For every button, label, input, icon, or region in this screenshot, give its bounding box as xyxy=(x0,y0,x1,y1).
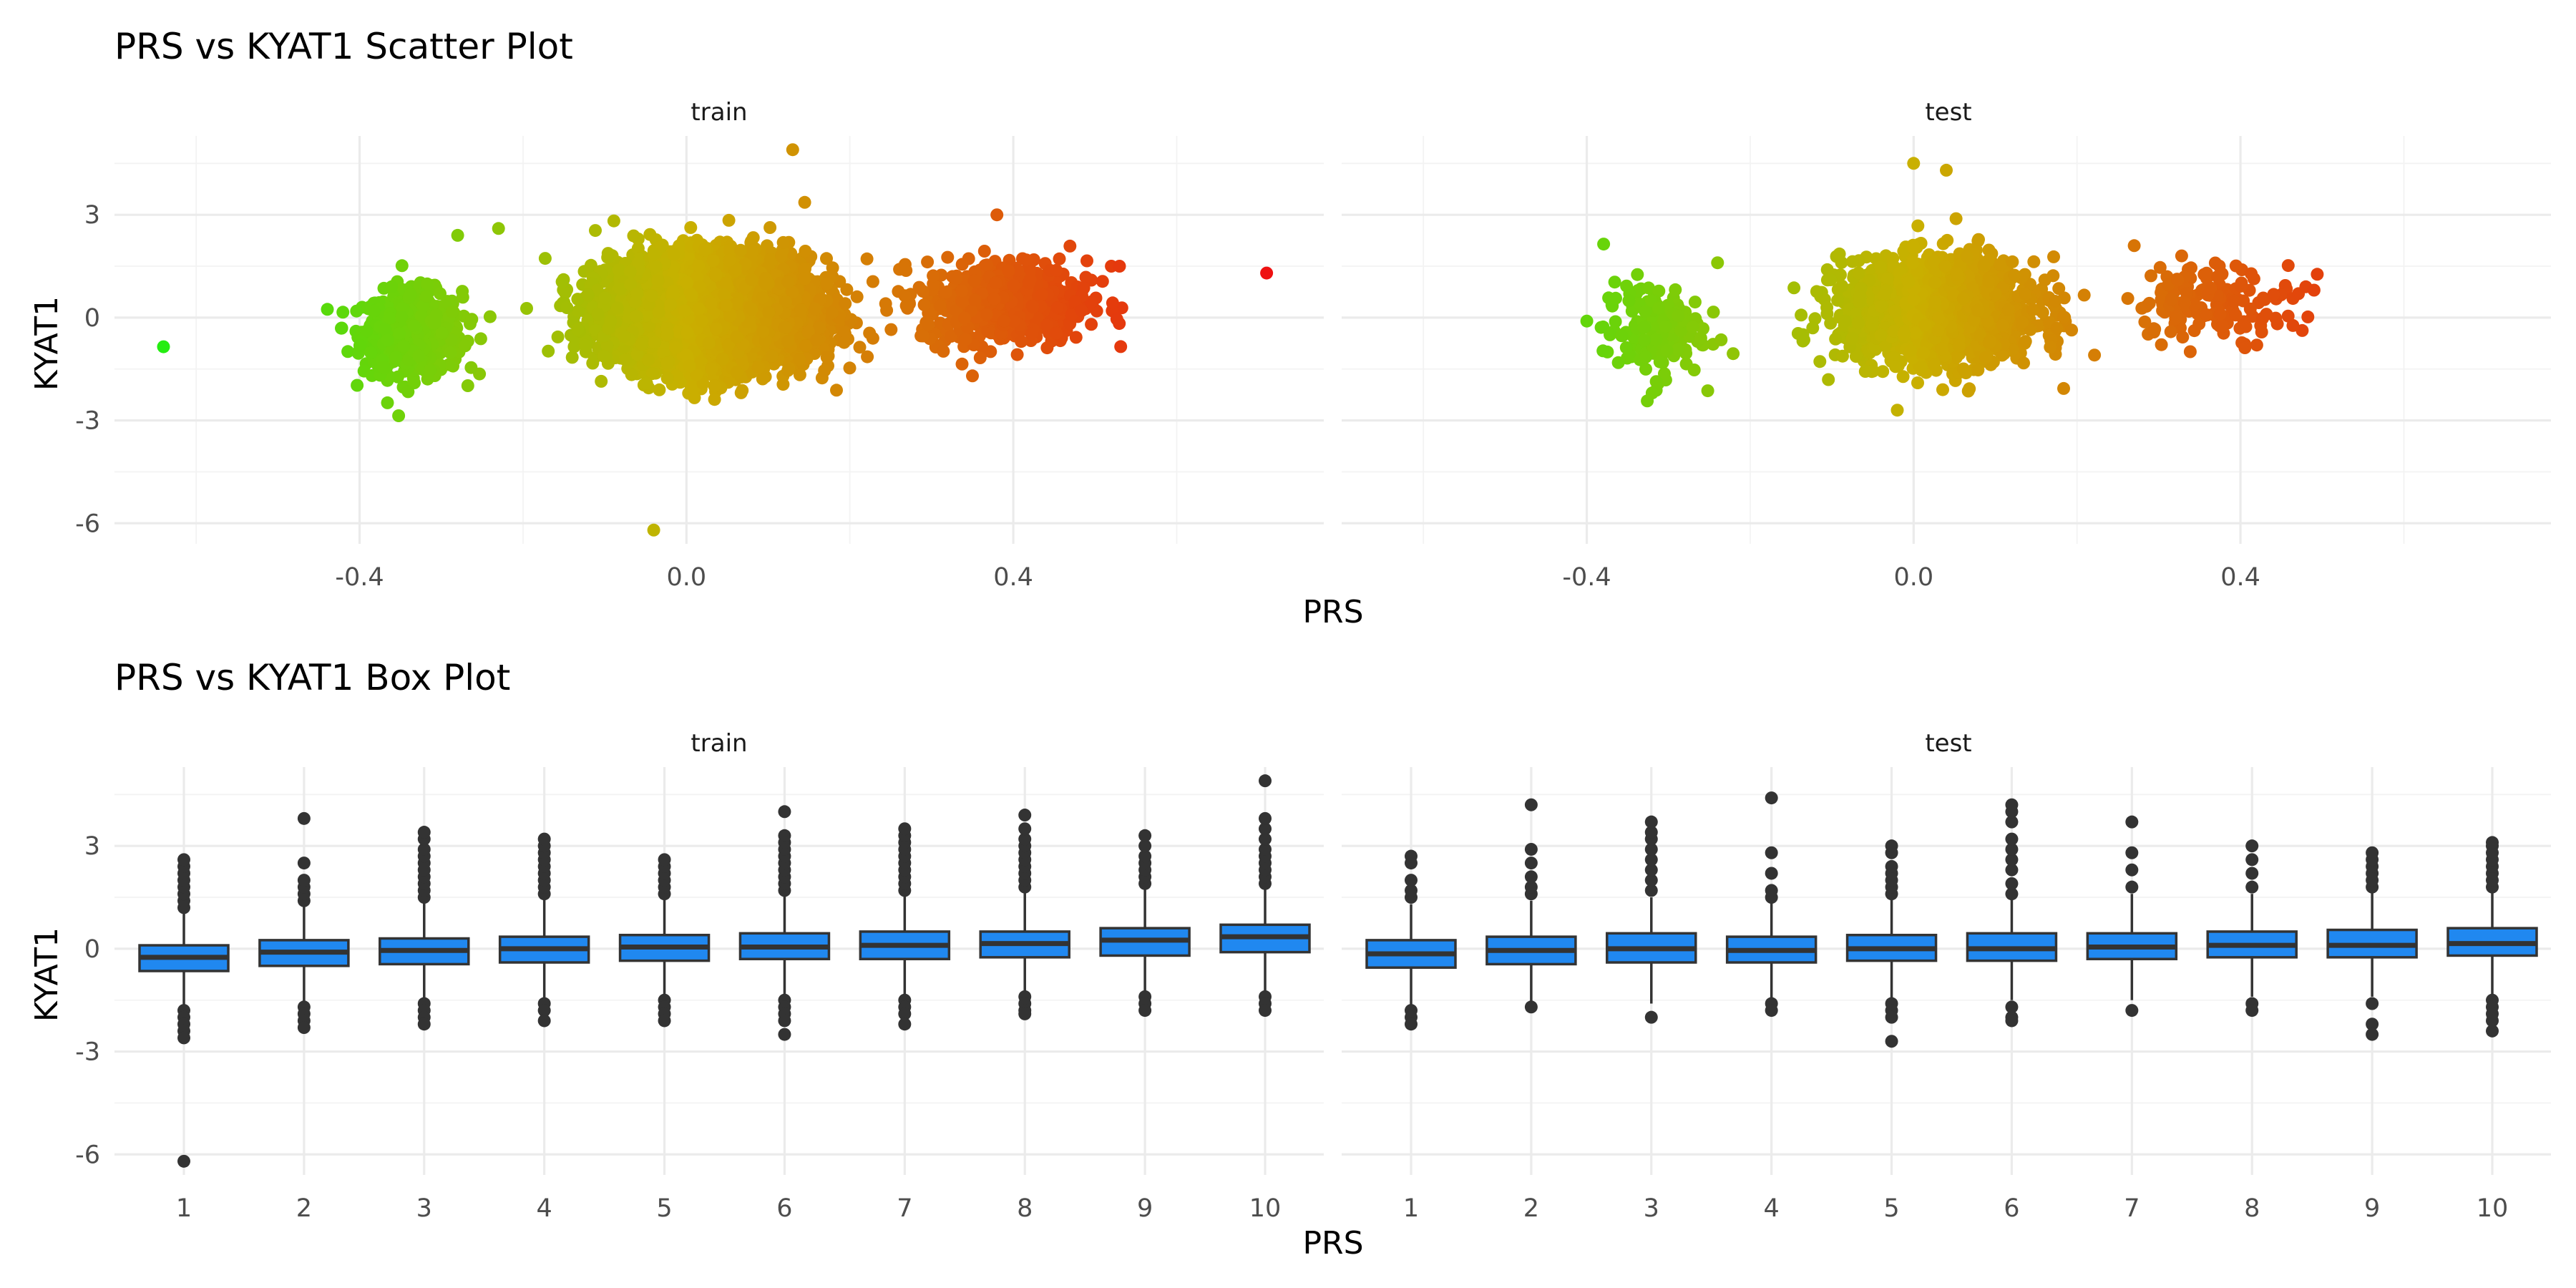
scatter-point xyxy=(429,308,443,322)
scatter-point xyxy=(843,361,857,375)
scatter-point xyxy=(734,386,748,399)
scatter-point xyxy=(446,305,459,318)
scatter-point xyxy=(381,396,394,409)
scatter-point xyxy=(407,319,421,333)
scatter-plot-title: PRS vs KYAT1 Scatter Plot xyxy=(114,26,573,67)
scatter-point xyxy=(341,345,355,358)
scatter-point xyxy=(653,383,666,396)
scatter-point xyxy=(392,409,406,422)
scatter-point xyxy=(880,303,894,317)
scatter-point xyxy=(364,346,378,359)
scatter-point xyxy=(722,213,736,227)
x-tick-label: 0.4 xyxy=(993,563,1033,592)
scatter-point xyxy=(684,221,698,234)
scatter-point xyxy=(830,384,843,397)
scatter-facet-label-test: test xyxy=(1925,98,1971,127)
scatter-point xyxy=(336,306,350,319)
x-tick-label: 0.0 xyxy=(666,563,706,592)
scatter-point xyxy=(538,252,552,265)
scatter-point xyxy=(350,304,364,318)
scatter-point xyxy=(708,393,721,406)
scatter-point xyxy=(367,304,381,318)
scatter-point xyxy=(793,368,806,381)
scatter-point xyxy=(464,361,478,374)
scatter-point xyxy=(353,338,366,352)
scatter-point xyxy=(520,302,533,315)
scatter-point xyxy=(378,323,391,336)
scatter-point xyxy=(395,310,409,323)
scatter-point xyxy=(434,287,447,301)
scatter-point xyxy=(376,360,390,374)
scatter-point xyxy=(393,327,406,340)
scatter-panel-train: -0.4 0.0 0.4 xyxy=(114,136,1324,592)
scatter-point xyxy=(763,221,777,234)
scatter-point xyxy=(385,280,399,293)
scatter-point xyxy=(461,379,474,392)
x-tick-label: -0.4 xyxy=(335,563,384,592)
scatter-point xyxy=(826,261,839,275)
scatter-point xyxy=(595,374,608,388)
scatter-point xyxy=(625,368,638,381)
scatter-point xyxy=(458,339,472,353)
scatter-point xyxy=(565,351,579,364)
scatter-point xyxy=(401,385,415,399)
scatter-point xyxy=(335,321,348,335)
scatter-point xyxy=(360,324,374,338)
scatter-point xyxy=(381,333,394,347)
scatter-point xyxy=(351,379,364,392)
scatter-point xyxy=(464,317,477,331)
scatter-point xyxy=(435,326,449,340)
scatter-plot: PRS vs KYAT1 Scatter Plot train test -0.… xyxy=(29,26,2551,630)
scatter-point xyxy=(384,311,396,325)
scatter-point xyxy=(483,310,497,323)
scatter-point xyxy=(421,277,434,291)
scatter-point xyxy=(420,289,434,303)
scatter-point xyxy=(424,364,437,377)
scatter-point xyxy=(456,285,469,298)
scatter-point xyxy=(389,351,403,364)
scatter-point xyxy=(395,259,409,273)
scatter-point xyxy=(414,309,428,323)
scatter-point xyxy=(397,339,411,353)
scatter-point xyxy=(542,344,555,358)
scatter-point xyxy=(412,349,426,363)
scatter-point xyxy=(444,346,457,359)
scatter-point xyxy=(404,288,417,301)
scatter-facet-label-train: train xyxy=(691,98,747,127)
scatter-point xyxy=(474,332,487,346)
scatter-point xyxy=(607,214,620,228)
scatter-point xyxy=(321,303,334,316)
